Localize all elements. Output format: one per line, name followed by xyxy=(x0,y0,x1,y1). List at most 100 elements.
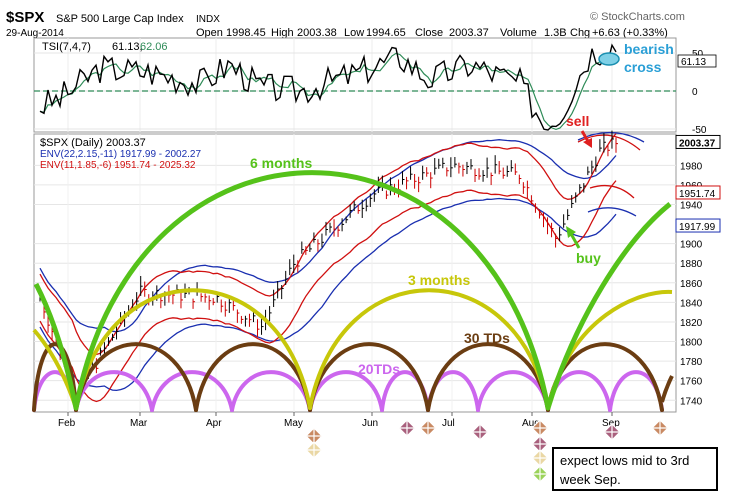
price-tick-label: 1980 xyxy=(680,161,703,172)
chg-label: Chg xyxy=(570,27,590,39)
chg-value: +6.63 (+0.33%) xyxy=(592,27,668,39)
forecast-note: expect lows mid to 3rd week Sep. xyxy=(552,447,718,491)
cycle-low-marker xyxy=(531,465,549,483)
cycle-low-marker xyxy=(305,441,323,459)
buy-arrow-head xyxy=(566,226,576,238)
cycle-low-marker xyxy=(419,419,437,437)
date-label: 29-Aug-2014 xyxy=(6,28,64,39)
tsi-signal-line xyxy=(39,52,617,131)
tsi-legend: TSI(7,4,7) xyxy=(42,41,91,53)
price-value-label: 1951.74 xyxy=(679,189,716,200)
tsi-line xyxy=(39,43,617,131)
source-credit: © StockCharts.com xyxy=(590,11,685,23)
price-value-box xyxy=(675,134,721,149)
tsi-tick-label: 0 xyxy=(692,87,698,98)
thirty-td-arc xyxy=(660,375,674,403)
envelope-projection xyxy=(587,207,637,217)
bearish-label: bearish xyxy=(624,41,674,57)
open-value: 1998.45 xyxy=(226,27,266,39)
price-legend: $SPX (Daily) 2003.37 xyxy=(40,137,146,149)
price-value-label: 1917.99 xyxy=(679,222,716,233)
symbol: $SPX xyxy=(6,9,44,26)
sell-arrow-head xyxy=(583,138,592,148)
tsi-tick-label: 50 xyxy=(692,49,704,60)
price-tick-label: 1800 xyxy=(680,338,703,349)
tsi-value: 61.13, xyxy=(112,41,143,53)
thirty-td-arc xyxy=(74,342,198,412)
twenty-tds-label: 20TDs xyxy=(358,361,400,377)
cycle-low-marker xyxy=(651,419,669,437)
bearish-cross-marker xyxy=(598,52,620,66)
price-tick-label: 1900 xyxy=(680,240,703,251)
tsi-last-value-box xyxy=(677,54,717,68)
three-months-label: 3 months xyxy=(408,272,470,288)
six-months-label: 6 months xyxy=(250,155,312,171)
price-value-box xyxy=(675,185,721,200)
cross-label: cross xyxy=(624,59,662,75)
x-tick-label: Sep xyxy=(602,418,620,429)
x-tick-label: Jul xyxy=(442,418,455,429)
tsi-axis: 50 0 -50 xyxy=(692,49,707,136)
price-tick-label: 1780 xyxy=(680,357,703,368)
cycle-low-marker xyxy=(603,423,621,441)
volume-label: Volume xyxy=(500,27,537,39)
thirty-td-arc xyxy=(426,342,550,412)
low-value: 1994.65 xyxy=(366,27,406,39)
low-label: Low xyxy=(344,27,364,39)
x-tick-label: Aug xyxy=(522,418,540,429)
cycle-low-markers xyxy=(305,419,669,483)
six-month-arc xyxy=(33,282,79,409)
ohlc-readout: Open 1998.45 High 2003.38 Low 1994.65 Cl… xyxy=(196,27,668,39)
close-label: Close xyxy=(415,27,443,39)
buy-label: buy xyxy=(576,250,601,266)
six-month-arc xyxy=(545,202,672,409)
twenty-td-arc xyxy=(150,370,234,412)
index-name: S&P 500 Large Cap Index xyxy=(56,13,184,25)
thirty-td-arc xyxy=(32,342,78,412)
tsi-signal-value: 62.06 xyxy=(140,41,168,53)
open-label: Open xyxy=(196,27,223,39)
cycle-low-marker xyxy=(398,419,416,437)
envelope-lower xyxy=(39,180,617,403)
envelope-projection xyxy=(589,184,635,199)
price-tick-label: 1760 xyxy=(680,377,703,388)
high-label: High xyxy=(271,27,294,39)
price-tick-label: 1940 xyxy=(680,200,703,211)
cycle-low-marker xyxy=(471,423,489,441)
cycle-low-marker xyxy=(531,449,549,467)
price-tick-label: 1840 xyxy=(680,298,703,309)
x-tick-label: Feb xyxy=(58,418,76,429)
x-tick-label: Jun xyxy=(362,418,378,429)
close-value: 2003.37 xyxy=(449,27,489,39)
env1-legend: ENV(22,2.15,-11) 1917.99 - 2002.27 xyxy=(40,149,201,160)
x-tick-label: Apr xyxy=(206,418,222,429)
three-month-arc xyxy=(308,288,550,410)
thirty-tds-label: 30 TDs xyxy=(464,330,510,346)
cycle-arcs xyxy=(32,170,674,412)
high-value: 2003.38 xyxy=(297,27,337,39)
price-panel xyxy=(33,133,677,413)
price-tick-label: 1880 xyxy=(680,259,703,270)
envelope-upper xyxy=(39,133,617,356)
tsi-panel xyxy=(33,37,677,133)
envelope-projection xyxy=(577,134,641,151)
price-value-label: 2003.37 xyxy=(679,138,716,149)
price-tick-label: 1820 xyxy=(680,318,703,329)
exchange: INDX xyxy=(196,14,220,25)
tsi-last-value: 61.13 xyxy=(681,57,706,68)
three-month-arc xyxy=(74,288,312,410)
envelope-upper xyxy=(39,139,617,333)
cycle-low-marker xyxy=(531,419,549,437)
price-value-labels: 2003.37 1951.74 1917.99 xyxy=(675,134,721,233)
sell-label: sell xyxy=(566,113,589,129)
price-tick-label: 1860 xyxy=(680,279,703,290)
volume-value: 1.3B xyxy=(544,27,567,39)
tsi-tick-label: -50 xyxy=(692,125,707,136)
cycle-low-marker xyxy=(305,427,323,445)
six-month-arc xyxy=(73,170,551,411)
price-value-box xyxy=(675,218,721,233)
cycle-low-marker xyxy=(531,435,549,453)
x-axis: Feb Mar Apr May Jun Jul Aug Sep xyxy=(58,412,620,429)
x-tick-label: May xyxy=(284,418,303,429)
